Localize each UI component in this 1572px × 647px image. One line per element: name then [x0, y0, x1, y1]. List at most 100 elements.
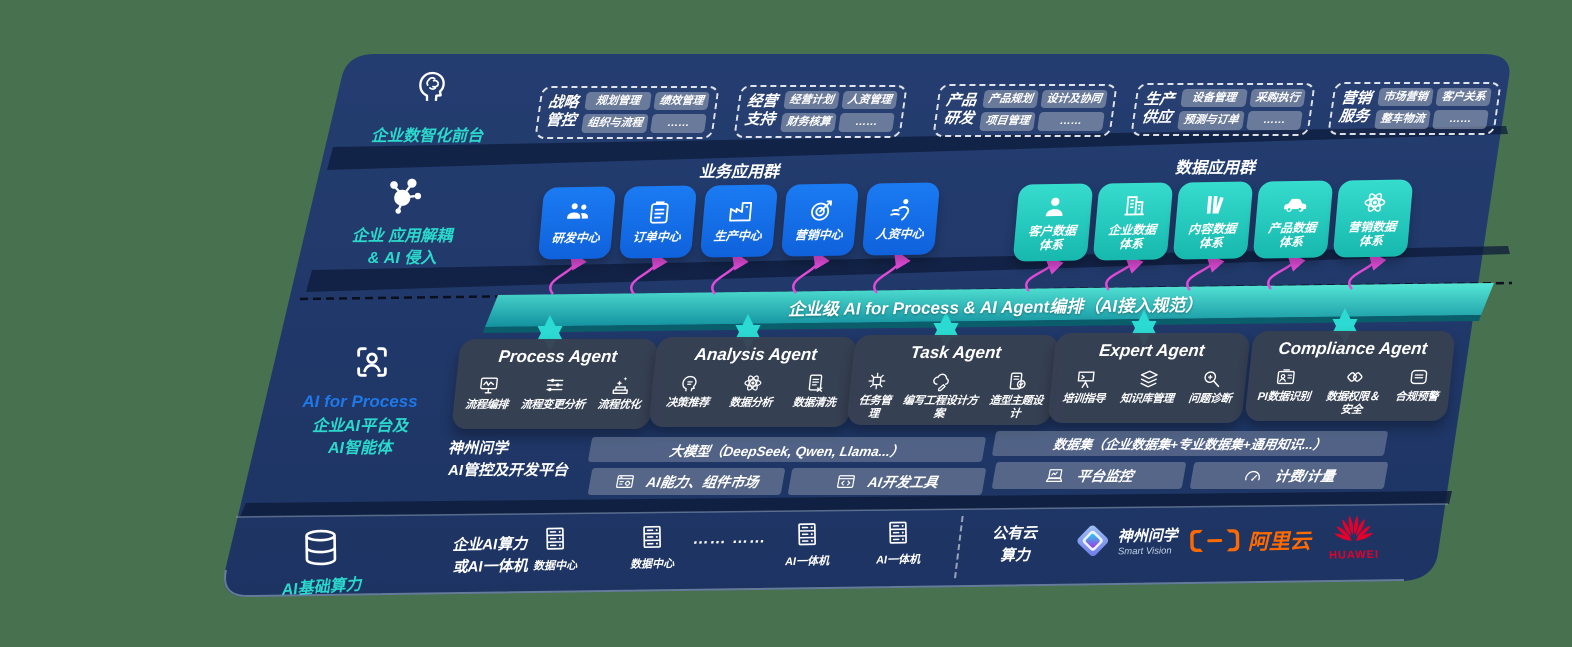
- gauge-icon: [1241, 466, 1265, 486]
- dataset-bar: 数据集（企业数据集+专业数据集+通用知识...）: [991, 431, 1389, 456]
- front-chip: ……: [838, 113, 895, 132]
- pink-arrows: [549, 248, 1387, 295]
- scan-person-icon: [352, 342, 392, 382]
- tile-enterprise-data: 企业数据 体系: [1092, 182, 1174, 261]
- front-group-label: 生产 供应: [1140, 91, 1176, 127]
- front-layer-label: 企业数智化前台: [370, 128, 483, 145]
- bot-node-icon: [865, 370, 889, 392]
- agent-item: 流程变更分析: [520, 374, 588, 412]
- car-icon: [1280, 189, 1309, 216]
- atom-icon: [741, 372, 765, 394]
- agent-title: Process Agent: [497, 347, 619, 366]
- ai-appliance-node: AI一体机: [867, 519, 928, 568]
- datacenter-node: 数据中心: [621, 523, 682, 572]
- tablet-check-icon: [1006, 370, 1030, 392]
- tile-customer-data: 客户数据 体系: [1012, 183, 1094, 262]
- agent-item: 问题诊断: [1188, 368, 1235, 406]
- front-chip: ……: [1037, 112, 1105, 131]
- document-clean-icon: [804, 372, 828, 394]
- layers-icon: [1137, 368, 1161, 390]
- server-icon: [638, 523, 665, 550]
- front-chip: 预测与订单: [1177, 111, 1245, 130]
- clipboard-icon: [644, 199, 673, 226]
- agent-item: 培训指导: [1062, 368, 1109, 406]
- dev-tools-box: AI开发工具: [787, 468, 987, 495]
- front-chip: ……: [650, 114, 707, 133]
- factory-icon: [725, 198, 754, 225]
- tile-rd-center: 研发中心: [537, 186, 617, 260]
- teal-arrows: [537, 308, 1358, 351]
- front-group-marketing: 营销 服务 市场营销 客户关系 整车物流 ……: [1327, 82, 1502, 135]
- window-gear-icon: [613, 472, 637, 492]
- agent-layer-label-en: AI for Process: [302, 392, 418, 411]
- front-chip: ……: [1246, 111, 1303, 130]
- task-agent-card: Task Agent 任务管理 编写工程设计方案 造型主题设计: [846, 335, 1060, 425]
- agent-item: 决策推荐: [665, 372, 712, 410]
- app-layer-label: 企业 应用解耦 & AI 侵入: [351, 228, 453, 267]
- mail-alert-icon: [1407, 366, 1431, 388]
- agent-item: PI数据识别: [1257, 366, 1314, 404]
- front-chip: 设计及协同: [1040, 90, 1108, 109]
- laptop-chart-icon: [1043, 466, 1067, 486]
- front-chip: 采购执行: [1249, 89, 1306, 108]
- smartvision-logo-icon: [1077, 525, 1109, 557]
- front-group-label: 营销 服务: [1337, 90, 1373, 126]
- person-icon: [1040, 192, 1069, 219]
- tile-marketing-data: 营销数据 体系: [1332, 179, 1414, 258]
- building-icon: [1120, 191, 1149, 218]
- expert-agent-card: Expert Agent 培训指导 知识库管理 问题诊断: [1047, 333, 1251, 423]
- tile-marketing-center: 营销中心: [780, 183, 860, 257]
- server-icon: [884, 519, 911, 546]
- agent-layer-label-cn: 企业AI平台及 AI智能体: [311, 418, 408, 457]
- agent-title: Compliance Agent: [1277, 339, 1429, 358]
- infra-layer-label: AI基础算力: [281, 576, 363, 599]
- head-think-icon: [677, 372, 701, 394]
- monitor-box: 平台监控: [991, 462, 1187, 489]
- database-icon: [299, 527, 342, 570]
- alicloud-logo-icon: [1190, 529, 1240, 552]
- tile-content-data: 内容数据 体系: [1172, 181, 1254, 260]
- books-icon: [1200, 190, 1229, 217]
- tile-hr-center: 人资中心: [861, 182, 941, 256]
- alicloud-wordmark: 阿里云: [1247, 529, 1311, 555]
- front-group-label: 产品 研发: [942, 92, 978, 128]
- platform-layer-label: 神州问学 AI管控及开发平台: [448, 440, 569, 479]
- front-group-label: 战略 管控: [544, 94, 580, 130]
- front-chip: 财务核算: [780, 113, 837, 132]
- tile-production-center: 生产中心: [699, 184, 779, 258]
- front-chip: 人资管理: [841, 91, 898, 110]
- front-chip: 组织与流程: [581, 114, 649, 133]
- agent-item: 合规预警: [1395, 366, 1442, 404]
- tile-order-center: 订单中心: [618, 185, 698, 259]
- front-group-strategy: 战略 管控 规划管理 绩效管理 组织与流程 ……: [534, 86, 720, 139]
- front-group-product: 产品 研发 产品规划 设计及协同 项目管理 ……: [932, 84, 1118, 137]
- analysis-agent-card: Analysis Agent 决策推荐 数据分析 数据清洗: [648, 337, 858, 427]
- front-chip: 项目管理: [979, 112, 1036, 131]
- datacenter-node: 数据中心: [524, 525, 585, 574]
- front-chip: 整车物流: [1374, 110, 1431, 129]
- diagnose-icon: [1200, 368, 1224, 390]
- front-chip: 设备管理: [1180, 89, 1248, 108]
- capability-market-box: AI能力、组件市场: [587, 468, 786, 495]
- molecule-icon: [383, 172, 427, 220]
- cloud-pen-icon: [930, 370, 954, 392]
- process-agent-card: Process Agent 流程编排 流程变更分析 流程优化: [451, 339, 659, 429]
- vertical-divider: [954, 516, 964, 579]
- target-icon: [806, 197, 835, 224]
- front-chip: 市场营销: [1377, 88, 1434, 107]
- person-motion-icon: [887, 196, 916, 223]
- compliance-agent-card: Compliance Agent PI数据识别 数据权限＆安全 合规预警: [1244, 331, 1456, 421]
- data-group-title: 数据应用群: [1174, 160, 1255, 177]
- ai-appliance-node: AI一体机: [776, 520, 837, 569]
- server-icon: [541, 525, 568, 552]
- optimize-icon: [609, 374, 633, 396]
- front-chip: 客户关系: [1435, 88, 1492, 107]
- monitor-wave-icon: [477, 374, 501, 396]
- agent-item: 数据清洗: [792, 372, 839, 410]
- front-chip: 绩效管理: [653, 92, 710, 111]
- front-chip: 产品规划: [982, 90, 1039, 109]
- front-chip: 经营计划: [783, 91, 840, 110]
- agent-item: 任务管理: [852, 370, 900, 420]
- infra-band: AI基础算力 企业AI算力 或AI一体机 数据中心 数据中心 …… …… AI一体…: [239, 501, 1460, 614]
- ellipsis-nodes: …… ……: [692, 529, 767, 548]
